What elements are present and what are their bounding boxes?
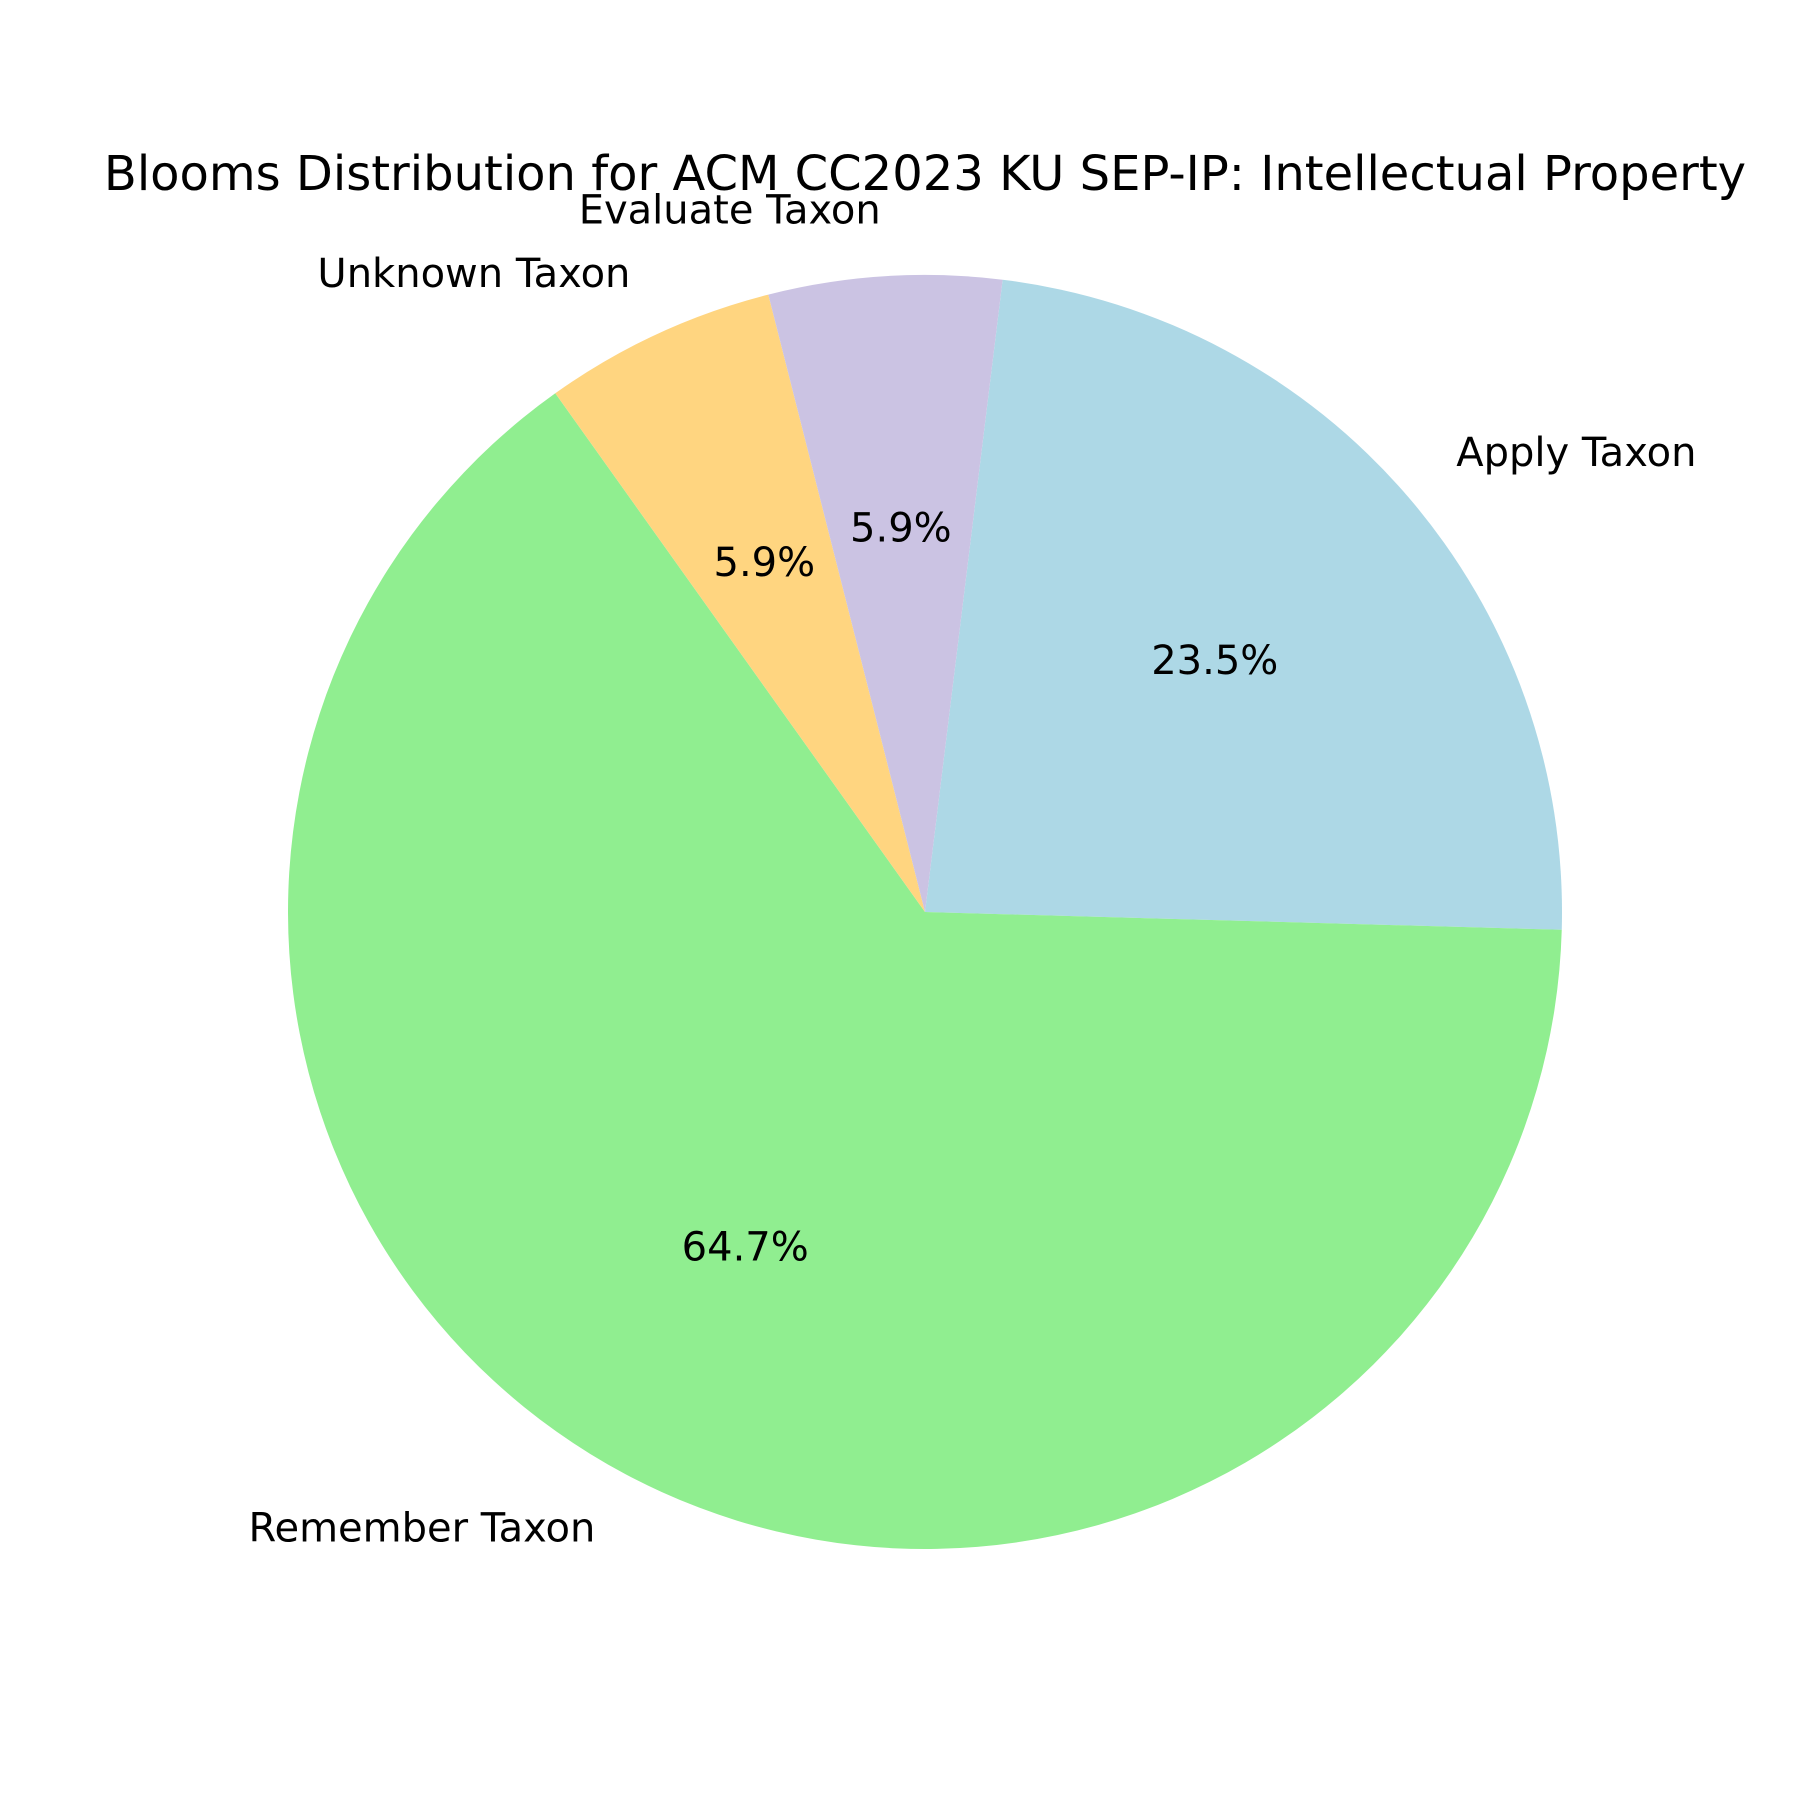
chart-title: Blooms Distribution for ACM CC2023 KU SE… bbox=[104, 146, 1746, 202]
pie-labels: Apply Taxon 23.5% Remember Taxon 64.7% Unkno… bbox=[248, 188, 1696, 1552]
pct-label-unknown-taxon: 5.9% bbox=[714, 540, 816, 586]
pct-label-apply-taxon: 23.5% bbox=[1151, 638, 1278, 684]
pie-slices bbox=[287, 275, 1562, 1550]
pct-label-remember-taxon: 64.7% bbox=[682, 1224, 809, 1270]
pie-slice-unknown-taxon bbox=[555, 294, 925, 913]
slice-label-unknown-taxon: Unknown Taxon bbox=[317, 251, 630, 297]
slice-label-evaluate-taxon: Evaluate Taxon bbox=[579, 188, 881, 234]
slice-label-apply-taxon: Apply Taxon bbox=[1456, 430, 1696, 476]
pct-label-evaluate-taxon: 5.9% bbox=[850, 506, 952, 552]
pie-slice-remember-taxon bbox=[287, 393, 1562, 1550]
slice-label-remember-taxon: Remember Taxon bbox=[248, 1505, 595, 1551]
pie-slice-apply-taxon bbox=[925, 279, 1562, 930]
pie-slice-evaluate-taxon bbox=[768, 275, 1003, 912]
